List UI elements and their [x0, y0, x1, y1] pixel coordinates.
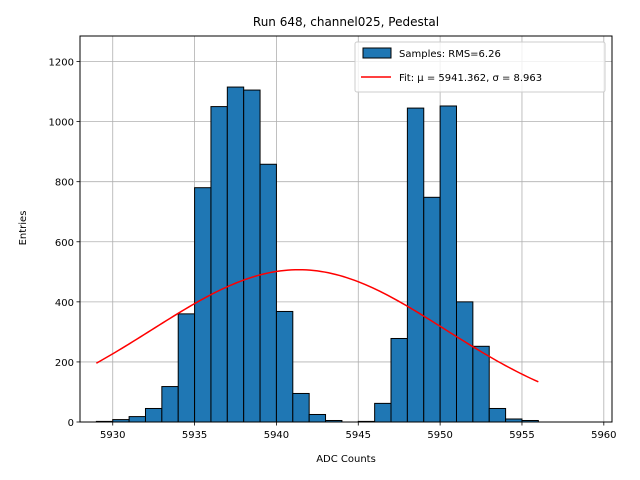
- y-axis-ticks: 0 200 400 600 800 1000 1200: [49, 58, 80, 429]
- histogram-bar: [259, 163, 277, 423]
- histogram-bar: [210, 106, 228, 423]
- histogram-bar: [243, 89, 261, 423]
- histogram-bar: [423, 196, 441, 423]
- histogram-bar: [194, 187, 212, 423]
- fit-curve: [96, 268, 539, 383]
- histogram-bar: [275, 310, 294, 423]
- x-tick-label: 5930: [100, 430, 125, 441]
- legend-histogram-swatch: [362, 47, 392, 59]
- histogram-bar: [406, 107, 425, 423]
- y-tick-label: 200: [55, 358, 74, 369]
- histogram-bar: [292, 392, 310, 423]
- histogram-bar: [390, 337, 408, 423]
- y-tick-label: 0: [68, 418, 74, 429]
- histogram-bar: [472, 345, 490, 423]
- legend-fit-label: Fit: μ = 5941.362, σ = 8.963: [399, 73, 542, 84]
- histogram-bar: [308, 413, 327, 423]
- x-tick-label: 5950: [427, 430, 452, 441]
- histogram-bar: [488, 407, 507, 423]
- x-tick-label: 5960: [591, 430, 616, 441]
- histogram-bar: [144, 407, 163, 423]
- y-tick-label: 400: [55, 298, 74, 309]
- histogram-bar: [161, 386, 179, 423]
- histogram-bar: [455, 301, 474, 423]
- x-tick-label: 5945: [346, 430, 371, 441]
- y-tick-label: 600: [55, 238, 74, 249]
- x-tick-label: 5935: [182, 430, 207, 441]
- legend-box: [354, 41, 606, 93]
- x-axis-ticks: 5930 5935 5940 5945 5950 5955 5960: [100, 422, 617, 441]
- histogram-bar: [439, 105, 457, 423]
- legend: Samples: RMS=6.26 Fit: μ = 5941.362, σ =…: [354, 41, 606, 93]
- histogram-bars: [95, 86, 539, 423]
- chart-title: Run 648, channel025, Pedestal: [253, 15, 439, 29]
- y-tick-label: 1200: [49, 58, 74, 69]
- x-tick-label: 5955: [509, 430, 534, 441]
- histogram-bar: [226, 86, 245, 423]
- histogram-bar: [177, 313, 196, 423]
- x-tick-label: 5940: [264, 430, 289, 441]
- y-tick-label: 800: [55, 178, 74, 189]
- legend-histogram-label: Samples: RMS=6.26: [399, 49, 501, 60]
- grid: [80, 36, 612, 423]
- histogram-bar: [374, 402, 392, 423]
- histogram-bar: [128, 416, 146, 423]
- x-axis-label: ADC Counts: [316, 454, 376, 465]
- y-axis-label: Entries: [18, 211, 29, 246]
- y-tick-label: 1000: [49, 118, 74, 129]
- plot-frame: [79, 35, 613, 423]
